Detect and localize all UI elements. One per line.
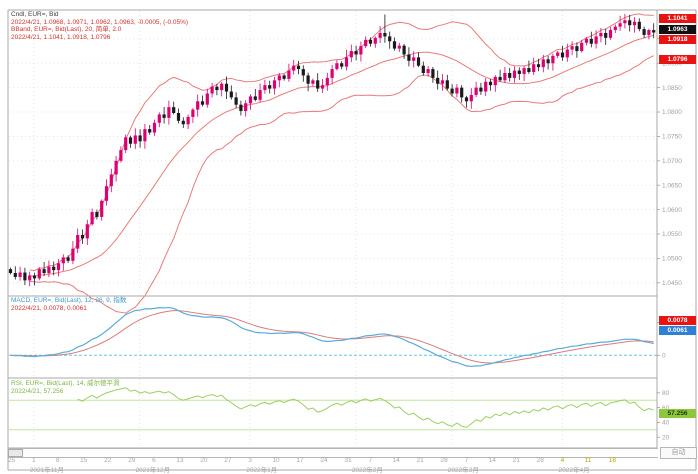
svg-text:0: 0 [662,352,666,359]
svg-text:1.0650: 1.0650 [662,182,682,189]
macd-lines [9,306,657,368]
x-axis-day-label: 17 [296,457,304,464]
x-axis-day-label: 15 [80,457,88,464]
svg-text:1.0600: 1.0600 [662,207,682,214]
auto-scale-button[interactable]: 自动 [660,447,697,459]
x-axis-month-label: 2021年11月 [29,467,65,474]
x-axis-month-label: 2022年4月 [558,467,590,474]
x-axis-day-label: 4 [560,457,565,464]
time-scrollbar[interactable] [8,448,658,458]
x-axis-day-label: 28 [536,457,544,464]
x-axis-day-label: 22 [104,457,112,464]
svg-text:1.0450: 1.0450 [662,280,682,287]
scrollbar-thumb[interactable] [8,449,23,457]
x-axis-day-label: 6 [152,457,156,464]
x-axis-day-label: 1 [32,457,36,464]
x-axis-day-label: 25 [8,457,16,464]
svg-text:1.0800: 1.0800 [662,109,682,116]
svg-text:40: 40 [662,420,670,427]
x-axis-month-label: 2022年1月 [246,467,278,474]
x-axis-month-label: 2022年2月 [351,467,383,474]
svg-text:1.0700: 1.0700 [662,158,682,165]
macd-badge: 0.0078 [659,316,696,325]
x-axis-day-label: 13 [176,457,184,464]
x-axis-day-label: 10 [272,457,280,464]
rsi-badge: 57.256 [659,409,696,418]
x-axis-day-label: 3 [248,457,252,464]
svg-text:80: 80 [662,390,670,397]
x-axis-day-label: 14 [488,457,496,464]
x-axis-day-label: 28 [440,457,448,464]
candlestick-series [8,13,656,287]
x-axis-day-label: 8 [56,457,60,464]
svg-text:1.0850: 1.0850 [662,85,682,92]
x-axis-month-label: 2022年3月 [447,467,479,474]
x-axis-day-label: 27 [224,457,232,464]
price-axis-labels: 1.09501.09001.08501.08001.07501.07001.06… [657,36,682,441]
svg-text:20: 20 [662,434,670,441]
x-axis-day-label: 24 [320,457,328,464]
price-badge: 1.0963 [659,25,696,34]
svg-text:1.0500: 1.0500 [662,256,682,263]
x-axis-day-label: 21 [512,457,520,464]
x-axis-day-label: 18 [608,457,616,464]
x-axis-month-label: 2021年12月 [135,467,171,474]
x-axis-day-label: 29 [128,457,136,464]
x-axis-day-label: 14 [392,457,400,464]
price-badge: 1.0796 [659,55,696,64]
x-axis-day-label: 20 [200,457,208,464]
x-axis-day-label: 7 [464,457,469,464]
rsi-line [9,387,657,431]
x-axis-day-label: 31 [344,457,352,464]
x-axis-day-label: 7 [368,457,373,464]
svg-text:1.0750: 1.0750 [662,134,682,141]
macd-badge: 0.0061 [659,326,696,335]
svg-text:60: 60 [662,405,670,412]
x-axis-day-label: 11 [584,457,592,464]
x-axis-day-label: 21 [416,457,424,464]
svg-text:1.0550: 1.0550 [662,231,682,238]
bollinger-bands [29,13,654,314]
price-badge: 1.0918 [659,35,696,44]
price-badge: 1.1041 [659,14,696,23]
